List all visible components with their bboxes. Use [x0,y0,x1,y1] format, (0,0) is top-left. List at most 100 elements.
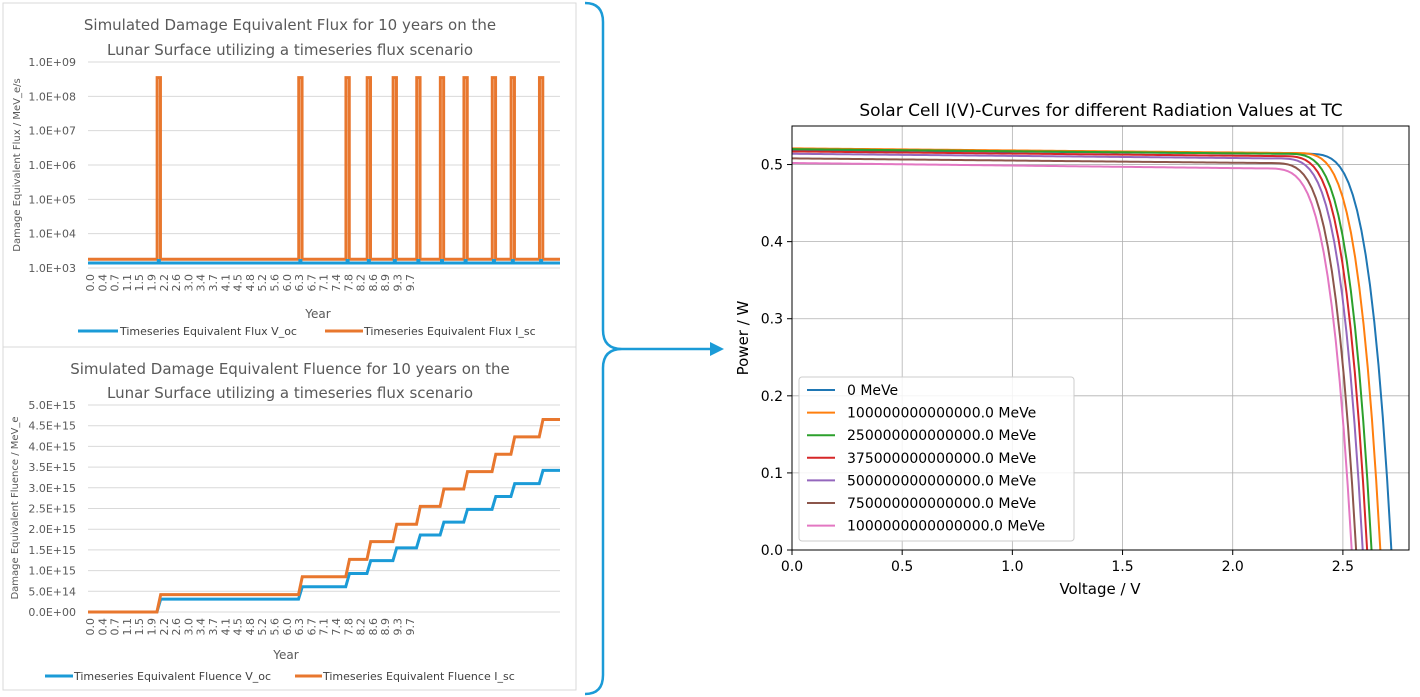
fluence-x-tick-label: 1.9 [146,618,159,636]
flux-voc-spike-marker [345,258,350,263]
fluence-x-tick-label: 5.6 [269,618,282,636]
iv-x-tick-label: 1.0 [1001,559,1023,575]
flux-x-tick-label: 4.5 [232,274,245,292]
iv-legend-label-5: 750000000000000.0 MeVe [847,496,1036,512]
fluence-x-tick-label: 6.0 [281,618,294,636]
fluence-x-tick-label: 4.8 [244,618,257,636]
fluence-x-tick-label: 9.7 [404,618,417,636]
fluence-x-tick-label: 7.8 [342,618,355,636]
iv-y-tick-label: 0.4 [761,235,783,251]
flux-x-tick-label: 3.7 [207,274,220,292]
fluence-y-tick-label: 5.0E+15 [28,399,76,412]
flux-x-tick-label: 1.9 [146,274,159,292]
fluence-chart-title-line-1: Simulated Damage Equivalent Fluence for … [70,360,510,378]
flux-x-tick-label: 2.2 [158,274,171,292]
iv-legend-box [798,376,1075,542]
fluence-chart-y-axis-label: Damage Equivalent Fluence / MeV_e [10,416,21,599]
flux-voc-spike-marker [440,258,444,263]
flux-x-tick-label: 8.9 [379,274,392,292]
flux-x-tick-label: 9.3 [392,274,405,292]
fluence-x-tick-label: 7.1 [318,618,331,636]
fluence-x-tick-label: 3.4 [195,618,208,636]
iv-x-tick-label: 2.0 [1222,559,1244,575]
iv-series-line-3 [791,150,1369,551]
flux-x-tick-label: 8.6 [367,274,380,292]
flux-chart-border [2,2,577,348]
flux-chart-title-line-1: Simulated Damage Equivalent Flux for 10 … [84,16,496,34]
flux-voc-spike-marker [416,258,421,263]
fluence-chart-title-line-2: Lunar Surface utilizing a timeseries flu… [107,384,473,402]
flux-x-tick-label: 7.1 [318,274,331,292]
flux-x-tick-label: 0.0 [84,274,97,292]
iv-chart-plot-frame [791,125,1410,551]
flux-x-tick-label: 2.6 [170,274,183,292]
flux-y-tick-label: 1.0E+05 [28,193,76,206]
flux-x-tick-label: 6.7 [305,274,318,292]
iv-y-tick-label: 0.3 [761,312,783,328]
iv-x-tick-label: 2.5 [1332,559,1354,575]
fluence-x-tick-label: 0.7 [109,618,122,636]
flux-voc-spike-marker [463,258,468,263]
flux-x-tick-label: 5.6 [269,274,282,292]
flux-y-tick-label: 1.0E+06 [28,159,76,172]
iv-y-tick-label: 0.2 [761,389,783,405]
flux-voc-spike-marker [510,258,515,263]
flux-y-tick-label: 1.0E+03 [28,262,76,275]
iv-y-tick-label: 0.5 [761,158,783,174]
fluence-x-tick-label: 0.0 [84,618,97,636]
flux-voc-spike-marker [539,258,544,263]
flux-voc-spike-marker [392,258,397,263]
fluence-y-tick-label: 1.5E+15 [28,544,76,557]
iv-chart-x-axis-label: Voltage / V [1059,580,1141,598]
fluence-x-tick-label: 9.3 [392,618,405,636]
fluence-x-tick-label: 7.4 [330,618,343,636]
fluence-legend-label-isc: Timeseries Equivalent Fluence I_sc [322,670,515,683]
flux-chart-y-axis-label: Damage Equivalent Flux / MeV_e/s [12,78,23,251]
flux-x-tick-label: 6.0 [281,274,294,292]
fluence-x-tick-label: 3.7 [207,618,220,636]
flux-x-tick-label: 5.2 [256,274,269,292]
iv-curve-chart-panel: Solar Cell I(V)-Curves for different Rad… [734,101,1410,598]
fluence-y-tick-label: 2.0E+15 [28,523,76,536]
fluence-x-tick-label: 6.7 [305,618,318,636]
arrow-head-icon [710,342,724,356]
flux-voc-spike-marker [491,258,496,263]
iv-legend-label-6: 1000000000000000.0 MeVe [847,519,1045,535]
iv-x-tick-label: 0.5 [891,559,913,575]
fluence-y-tick-label: 4.5E+15 [28,420,76,433]
flux-x-tick-label: 8.2 [355,274,368,292]
iv-legend-label-0: 0 MeVe [847,383,898,399]
fluence-chart-border [2,346,577,691]
fluence-series-line-voc [88,468,560,614]
fluence-x-tick-label: 1.5 [133,618,146,636]
fluence-y-tick-label: 2.5E+15 [28,503,76,516]
flux-series-line-isc [88,76,560,261]
flux-x-tick-label: 7.4 [330,274,343,292]
fluence-x-tick-label: 3.0 [182,618,195,636]
fluence-x-tick-label: 2.2 [158,618,171,636]
flux-y-tick-label: 1.0E+09 [28,56,76,69]
flux-x-tick-label: 7.8 [342,274,355,292]
fluence-x-tick-label: 8.2 [355,618,368,636]
iv-chart-legend: 0 MeVe 100000000000000.0 MeVe 250000000000… [798,376,1075,542]
fluence-x-tick-label: 4.5 [232,618,245,636]
flux-x-tick-label: 3.4 [195,274,208,292]
flux-chart-legend: Timeseries Equivalent Flux V_oc Timeseri… [78,325,536,338]
flux-x-tick-label: 4.1 [219,274,232,292]
fluence-chart-x-axis-label: Year [272,648,298,662]
flux-x-tick-label: 0.7 [109,274,122,292]
flux-legend-label-isc: Timeseries Equivalent Flux I_sc [363,325,536,338]
iv-series-line-2 [791,148,1373,551]
flux-x-tick-label: 3.0 [182,274,195,292]
fluence-y-tick-label: 3.0E+15 [28,482,76,495]
flux-x-tick-label: 1.5 [133,274,146,292]
iv-legend-label-3: 375000000000000.0 MeVe [847,451,1036,467]
fluence-legend-label-voc: Timeseries Equivalent Fluence V_oc [73,670,271,683]
fluence-x-tick-label: 2.6 [170,618,183,636]
flux-x-tick-label: 4.8 [244,274,257,292]
iv-chart-title: Solar Cell I(V)-Curves for different Rad… [859,101,1342,121]
iv-legend-label-1: 100000000000000.0 MeVe [847,406,1036,422]
brace-connector [584,1,724,696]
flux-x-tick-label: 0.4 [96,274,109,292]
